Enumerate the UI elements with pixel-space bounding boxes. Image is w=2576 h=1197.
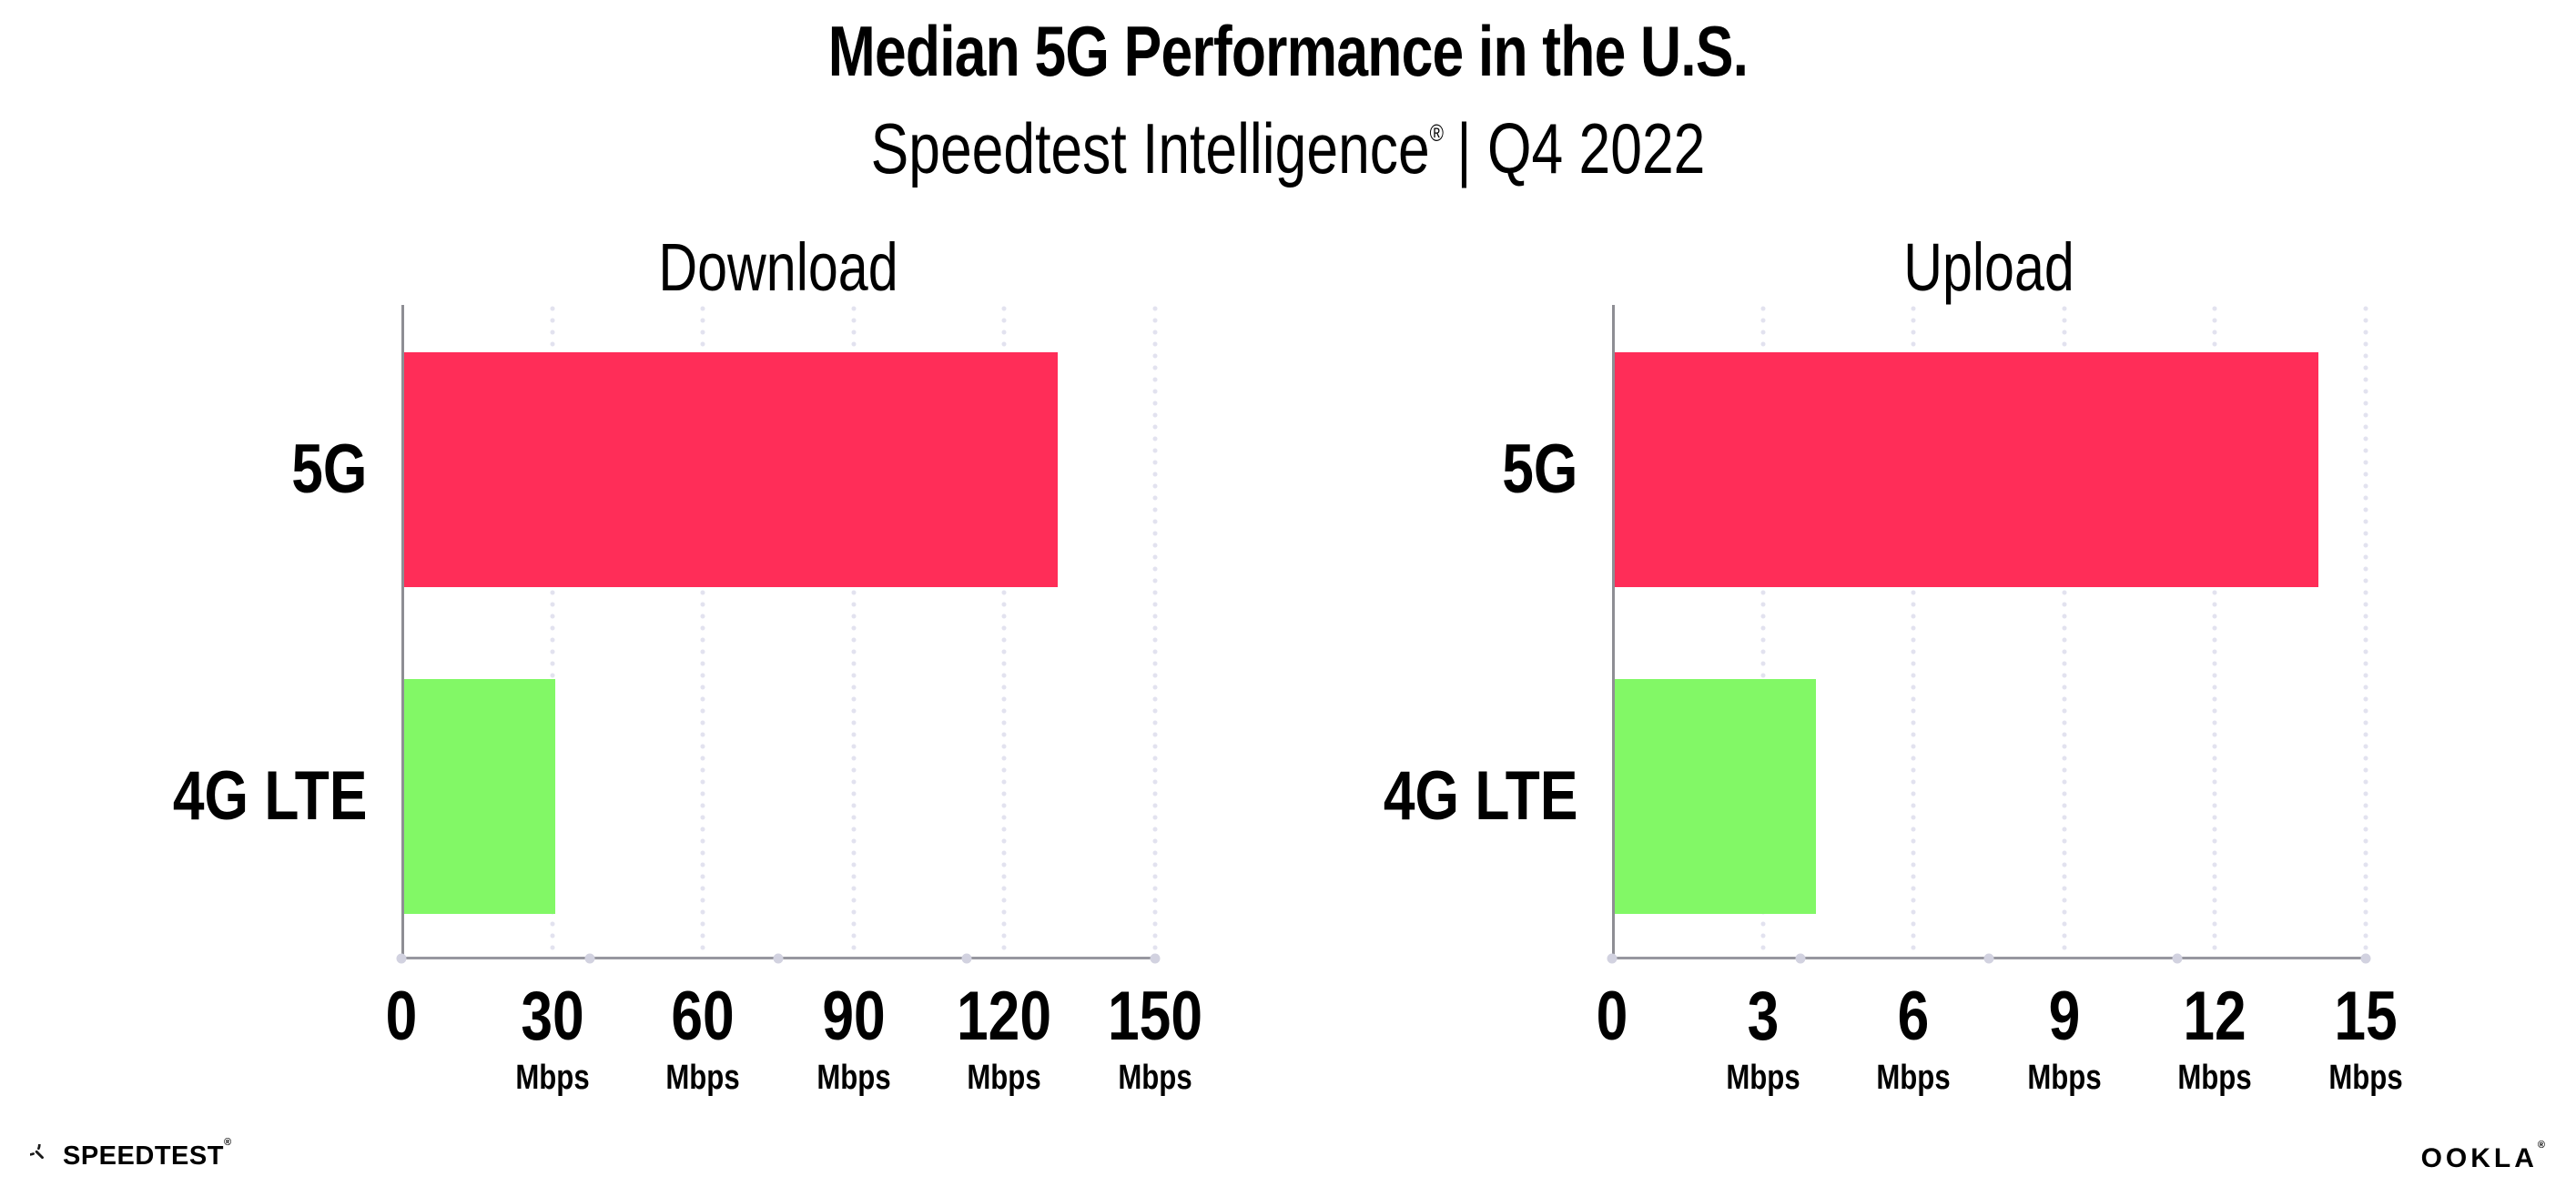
ookla-wordmark: OOKLA® [2420, 1140, 2549, 1174]
gridline [700, 305, 706, 959]
registered-trademark-icon: ® [1429, 119, 1445, 147]
x-tick-label: 150 Mbps [1108, 978, 1202, 1097]
x-tick-unit: Mbps [1876, 1059, 1951, 1097]
ookla-registered-icon: ® [2537, 1140, 2549, 1151]
x-tick-value: 30 [520, 978, 584, 1055]
gridline [2363, 305, 2368, 959]
axis-tick-dot [1607, 953, 1618, 963]
x-tick-label: 90 Mbps [816, 978, 891, 1097]
x-tick-value: 0 [385, 978, 418, 1055]
axis-tick-dot [2360, 953, 2371, 963]
x-tick-unit: Mbps [816, 1059, 891, 1097]
x-tick-value: 120 [957, 978, 1052, 1055]
x-tick-unit: Mbps [1118, 1059, 1192, 1097]
x-tick-label: 30 Mbps [514, 978, 590, 1097]
chart-title-upload: Upload [1903, 229, 2074, 305]
axis-tick-dot [584, 953, 595, 963]
upload-chart-panel: Upload 5G 4G LTE 0 3 Mbps 6 Mbps 9 Mbps 12 Mbps 1… [1383, 234, 2402, 1096]
gridline [1760, 305, 1766, 959]
x-tick-label: 3 Mbps [1725, 978, 1800, 1097]
bar-5g-download [404, 352, 1058, 587]
main-title: Median 5G Performance in the U.S. [827, 11, 1749, 91]
x-tick-unit: Mbps [665, 1059, 740, 1097]
gridline [1152, 305, 1158, 959]
x-axis-line [1607, 953, 2371, 963]
plot-area [1607, 305, 2371, 963]
gridline [549, 305, 555, 959]
axis-tick-dot [773, 953, 784, 963]
x-tick-value: 15 [2334, 978, 2398, 1055]
speedtest-wordmark: SPEEDTEST® [63, 1137, 232, 1172]
axis-tick-dot [1983, 953, 1994, 963]
speedtest-gauge-icon [30, 1144, 44, 1160]
category-label-5g: 5G [290, 431, 367, 508]
x-tick-unit: Mbps [1725, 1059, 1800, 1097]
x-tick-value: 12 [2183, 978, 2247, 1055]
gridline [1001, 305, 1008, 959]
x-tick-label: 60 Mbps [665, 978, 740, 1097]
x-tick-unit: Mbps [2177, 1059, 2253, 1097]
x-tick-label: 9 Mbps [2027, 978, 2102, 1097]
chart-title-download: Download [658, 229, 898, 305]
x-tick-value: 3 [1747, 978, 1779, 1055]
x-tick-label: 0 [386, 982, 418, 1051]
subtitle-brand: Speedtest Intelligence [870, 108, 1430, 188]
category-label-4g-lte: 4G LTE [1383, 757, 1577, 835]
y-axis-line [1612, 305, 1615, 959]
x-tick-value: 60 [671, 978, 735, 1055]
x-tick-unit: Mbps [2027, 1059, 2102, 1097]
x-tick-label: 12 Mbps [2177, 978, 2253, 1097]
ookla-label: OOKLA [2420, 1143, 2538, 1173]
x-tick-labels: 0 30 Mbps 60 Mbps 90 Mbps 120 Mbps 150 Mbps [386, 978, 1202, 1101]
speedtest-logo: SPEEDTEST® [30, 1137, 232, 1172]
x-tick-label: 15 Mbps [2328, 978, 2403, 1097]
x-tick-value: 150 [1108, 978, 1202, 1055]
x-tick-value: 6 [1897, 978, 1930, 1055]
gridline [1911, 305, 1917, 959]
x-tick-unit: Mbps [967, 1059, 1042, 1097]
subtitle-quarter: | Q4 2022 [1456, 108, 1706, 188]
gridline [2061, 305, 2067, 959]
plot-area [396, 305, 1161, 963]
x-tick-label: 0 [1597, 982, 1628, 1051]
download-chart-panel: Download 5G 4G LTE 0 30 Mbps 60 Mbps 90 Mbps 12… [172, 234, 1202, 1096]
x-tick-labels: 0 3 Mbps 6 Mbps 9 Mbps 12 Mbps 15 Mbps [1597, 978, 2403, 1101]
x-tick-value: 0 [1596, 978, 1628, 1055]
axis-tick-dot [396, 953, 407, 963]
axis-tick-dot [1795, 953, 1806, 963]
gridline [850, 305, 857, 959]
x-tick-value: 90 [822, 978, 886, 1055]
bar-5g-upload [1615, 352, 2318, 587]
axis-tick-dot [2172, 953, 2183, 963]
x-axis-line [396, 953, 1161, 963]
x-tick-value: 9 [2048, 978, 2081, 1055]
x-tick-label: 120 Mbps [957, 978, 1052, 1097]
axis-tick-dot [1150, 953, 1161, 963]
speedtest-label: SPEEDTEST [63, 1141, 224, 1171]
x-tick-label: 6 Mbps [1876, 978, 1951, 1097]
category-label-5g: 5G [1501, 431, 1577, 508]
category-label-4g-lte: 4G LTE [172, 757, 367, 835]
bar-4g-lte-upload [1615, 679, 1816, 914]
x-tick-unit: Mbps [2328, 1059, 2403, 1097]
subtitle: Speedtest Intelligence® | Q4 2022 [258, 102, 2318, 187]
axis-tick-dot [961, 953, 972, 963]
bar-4g-lte-download [404, 679, 555, 914]
gridline [2212, 305, 2218, 959]
speedtest-registered-icon: ® [223, 1137, 232, 1149]
y-axis-line [401, 305, 404, 959]
x-tick-unit: Mbps [514, 1059, 590, 1097]
